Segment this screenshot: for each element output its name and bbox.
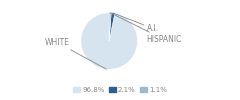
Wedge shape: [81, 13, 138, 69]
Wedge shape: [109, 13, 111, 41]
Text: A.I.: A.I.: [113, 13, 159, 33]
Legend: 96.8%, 2.1%, 1.1%: 96.8%, 2.1%, 1.1%: [71, 84, 169, 96]
Text: WHITE: WHITE: [45, 38, 106, 69]
Text: HISPANIC: HISPANIC: [110, 13, 182, 44]
Wedge shape: [109, 13, 115, 41]
